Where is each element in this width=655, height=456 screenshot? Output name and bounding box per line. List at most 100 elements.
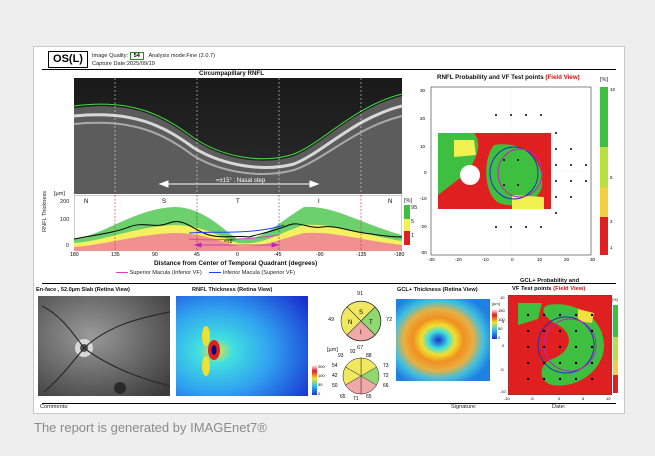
gcl-thickness-scale	[492, 309, 497, 339]
bscan-title: Circumpapillary RNFL	[199, 70, 264, 77]
thickness-color-scale	[312, 365, 317, 395]
scale-tick: 2	[610, 219, 613, 224]
scale-tick: 50	[318, 382, 323, 387]
sector-label: I	[318, 199, 320, 205]
profile-unit: [µm]	[54, 191, 65, 197]
scale-tick: 50	[498, 326, 503, 331]
scale-tick: 200	[318, 364, 325, 369]
x-tick: -90	[316, 252, 324, 258]
comments-label: Comments:	[40, 404, 69, 410]
rnfl-profile-chart: =±8° N S T I N	[74, 195, 402, 251]
profile-legend: Superior Macula (Inferior VF) Inferior M…	[116, 270, 295, 276]
rnfl-prob-map	[430, 86, 592, 256]
deg-label: =±8°	[224, 239, 234, 245]
gcl-prob-title-2: VF Test points (Field View)	[512, 286, 585, 292]
x-tick: 135	[111, 252, 120, 258]
x-tick: -5	[530, 396, 534, 401]
scale-tick: 0	[318, 391, 321, 396]
pie-right-value: 72	[386, 317, 393, 323]
signature-label: Signature:	[451, 404, 477, 410]
rnfl-prob-title: RNFL Probability and VF Test points (Fie…	[437, 74, 580, 81]
rnfl-thickness-map	[176, 296, 308, 396]
profile-x-ticks: 180 135 90 45 0 -45 -90 -135 -180	[70, 252, 406, 260]
x-tick: 90	[152, 252, 158, 258]
x-tick: 10	[537, 257, 543, 262]
x-tick: 0	[236, 252, 239, 258]
scale-tick: 5	[610, 175, 613, 180]
clock-value: 92	[350, 349, 356, 355]
scale-tick: 0	[498, 335, 501, 340]
sector-label: N	[84, 199, 88, 205]
profile-ytick: 100	[60, 217, 70, 223]
profile-pct-scale	[404, 205, 410, 245]
thickness-scale-ticks: 200 100 50 0	[318, 364, 330, 398]
image-quality-label: Image Quality:	[92, 53, 129, 59]
clock-value: 66	[383, 383, 389, 389]
header-divider	[42, 69, 616, 70]
bscan-image: =±15° : Nasal step	[74, 78, 402, 194]
gcl-prob-y-ticks: 10 5 0 -5 -10	[500, 295, 508, 395]
y-tick: 10	[420, 144, 426, 149]
x-tick: -10	[504, 396, 510, 401]
sector-label: N	[388, 199, 392, 205]
x-tick: -180	[394, 252, 405, 258]
pie-bottom-unit: [µm]	[327, 347, 338, 353]
gcl-prob-field-view: (Field View)	[553, 286, 586, 292]
enface-title: En-face , 52.0µm Slab (Retina View)	[36, 287, 130, 293]
x-tick: 20	[564, 257, 570, 262]
clock-value: 71	[353, 396, 359, 402]
profile-ytick: 200	[60, 199, 70, 205]
gcl-thickness-unit: [µm]	[492, 301, 500, 306]
x-tick: 10	[606, 396, 611, 401]
rnfl-prob-y-ticks: 30 20 10 0 -10 -20 -30	[420, 85, 434, 265]
x-tick: -20	[455, 257, 462, 262]
gcl-prob-scale	[613, 305, 618, 393]
x-tick: 0	[558, 396, 561, 401]
pie-label-t: T	[369, 320, 373, 326]
enface-image	[38, 296, 170, 396]
thickness-map-title: RNFL Thickness (Retina View)	[192, 287, 273, 293]
y-tick: -10	[420, 196, 427, 201]
legend-swatch-superior	[116, 271, 128, 274]
image-quality: Image Quality: 54 Analysis mode:Fine (2.…	[92, 52, 215, 60]
rnfl-prob-unit: [%]	[600, 77, 609, 83]
date-label: Date:	[552, 404, 566, 410]
profile-ytick: 0	[66, 243, 70, 249]
x-tick: 45	[194, 252, 200, 258]
eye-label: OS(L)	[48, 51, 88, 68]
clock-hour-pie	[342, 357, 380, 395]
profile-y-label: RNFL Thickness	[42, 190, 48, 232]
x-tick: 0	[511, 257, 514, 262]
footer-divider	[42, 403, 616, 404]
gcl-prob-title-1: GCL+ Probability and	[520, 278, 580, 284]
x-tick: 30	[590, 257, 596, 262]
image-quality-value: 54	[129, 52, 144, 60]
y-tick: -10	[500, 389, 506, 394]
pie-label-s: S	[359, 310, 363, 316]
pie-label-i: I	[360, 330, 362, 336]
rnfl-prob-x-ticks: -30 -20 -10 0 10 20 30	[428, 257, 598, 265]
gcl-prob-x-ticks: -10 -5 0 5 10	[504, 396, 616, 402]
profile-x-label: Distance from Center of Temporal Quadran…	[154, 260, 318, 267]
pie-top-value: 91	[357, 291, 364, 297]
report-sheet: OS(L) Image Quality: 54 Analysis mode:Fi…	[33, 46, 625, 414]
nasal-step-label: =±15° : Nasal step	[216, 178, 266, 184]
pct-tick: 1	[411, 233, 415, 239]
y-tick: 0	[424, 170, 427, 175]
pct-tick: 5	[411, 219, 415, 225]
scale-tick: 100	[318, 373, 325, 378]
clock-value: 93	[338, 353, 344, 359]
y-tick: 30	[420, 88, 426, 93]
scale-tick: 10	[610, 87, 616, 92]
clock-value: 73	[383, 363, 389, 369]
legend-inferior: Inferior Macula (Superior VF)	[222, 270, 295, 276]
scale-tick: 100	[498, 317, 505, 322]
x-tick: -135	[356, 252, 367, 258]
clock-value: 65	[340, 394, 346, 400]
clock-value: 50	[332, 383, 338, 389]
y-tick: -30	[420, 250, 427, 255]
pie-label-n: N	[348, 320, 352, 326]
x-tick: -45	[274, 252, 282, 258]
rnfl-prob-scale-ticks: 10 5 2 1	[610, 87, 622, 255]
y-tick: 20	[420, 116, 426, 121]
